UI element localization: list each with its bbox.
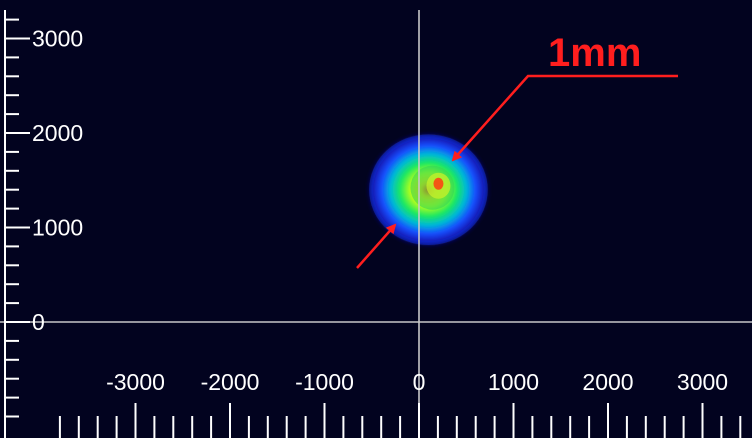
beam-spot [365,130,492,249]
beam-spot-peak [433,177,444,190]
diameter-label: 1mm [548,31,641,75]
y-tick-label: 3000 [32,26,83,52]
x-tick-label: 0 [413,369,426,395]
x-tick-label: 2000 [582,369,633,395]
y-tick-label: 2000 [32,120,83,146]
annotation-lower-arrow [356,223,397,269]
beam-spot-ring [369,134,488,245]
diameter-annotation: 1mm [356,31,678,269]
x-axis: -3000 -2000 -1000 0 1000 2000 3000 [58,369,742,438]
x-tick-label: -2000 [201,369,260,395]
x-tick-label: -1000 [295,369,354,395]
x-tick-label: -3000 [106,369,165,395]
y-axis: 3000 2000 1000 0 [4,10,83,438]
y-tick-label: 1000 [32,215,83,241]
x-tick-label: 3000 [677,369,728,395]
annotation-leader-line [451,74,678,162]
x-tick-label: 1000 [488,369,539,395]
y-tick-label: 0 [32,309,45,335]
crosshair [0,10,752,438]
